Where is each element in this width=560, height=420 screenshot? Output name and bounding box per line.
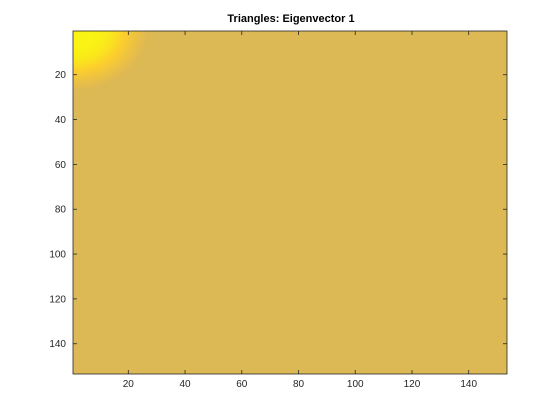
x-tick-label: 80	[293, 379, 305, 390]
plot-area	[72, 30, 508, 375]
y-tick-label: 140	[49, 339, 66, 350]
x-tick-label: 100	[347, 379, 364, 390]
y-tick-label: 60	[55, 160, 67, 171]
x-tick-label: 120	[404, 379, 421, 390]
y-tick-label: 40	[55, 115, 67, 126]
y-axis: 20 40 60 80 100 120 140	[49, 70, 507, 350]
y-tick-label: 120	[49, 294, 66, 305]
y-tick-label: 100	[49, 250, 66, 261]
heatmap-image	[73, 31, 507, 374]
y-tick-label: 80	[55, 205, 67, 216]
chart-title: Triangles: Eigenvector 1	[227, 13, 354, 25]
y-tick-label: 20	[55, 70, 67, 81]
x-tick-label: 40	[179, 379, 191, 390]
axes-box	[72, 30, 508, 375]
x-tick-label: 140	[460, 379, 477, 390]
x-axis: 20 40 60 80 100 120 140	[123, 31, 477, 390]
x-tick-label: 60	[236, 379, 248, 390]
x-tick-label: 20	[123, 379, 135, 390]
